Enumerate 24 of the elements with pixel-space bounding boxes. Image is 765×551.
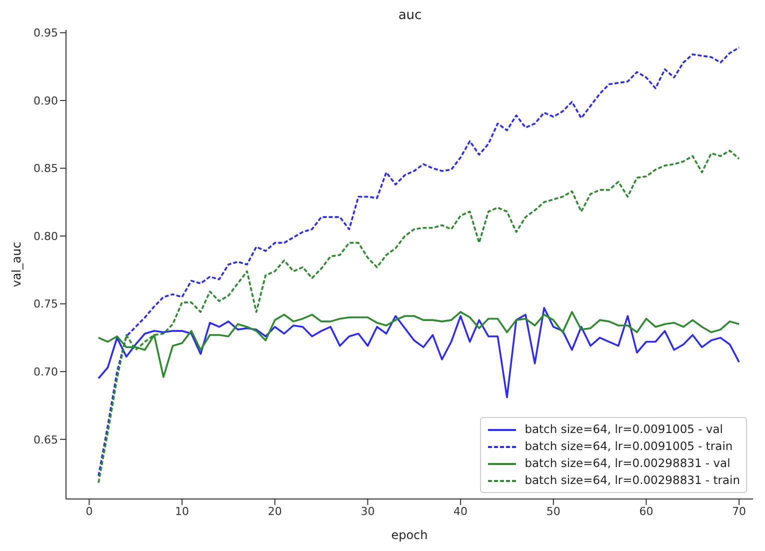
chart-title: auc xyxy=(397,8,423,23)
line-series xyxy=(98,150,740,484)
y-tick-label: 0.95 xyxy=(34,26,58,40)
x-tick-label: 50 xyxy=(546,504,560,518)
legend-label: batch size=64, lr=0.00298831 - train xyxy=(524,472,740,489)
x-tick-label: 20 xyxy=(268,504,282,518)
legend-label: batch size=64, lr=0.0091005 - train xyxy=(524,438,733,455)
x-tick-label: 60 xyxy=(639,504,654,518)
x-tick-label: 70 xyxy=(732,504,746,518)
y-tick-label: 0.85 xyxy=(34,162,58,176)
legend-label: batch size=64, lr=0.0091005 - val xyxy=(524,421,723,438)
x-tick-label: 40 xyxy=(454,504,468,518)
y-axis-title: val_auc xyxy=(9,242,24,288)
y-tick-label: 0.65 xyxy=(34,433,58,446)
y-tick-label: 0.80 xyxy=(34,230,58,243)
x-tick-label: 0 xyxy=(86,504,93,518)
x-tick-label: 30 xyxy=(360,504,375,518)
y-tick-label: 0.90 xyxy=(34,94,58,108)
y-tick-label: 0.70 xyxy=(34,365,58,378)
x-tick-label: 10 xyxy=(175,504,190,518)
y-tick-label: 0.75 xyxy=(34,298,58,311)
legend-label: batch size=64, lr=0.00298831 - val xyxy=(524,455,730,472)
line-series xyxy=(98,46,740,477)
x-axis-title: epoch xyxy=(391,528,428,542)
